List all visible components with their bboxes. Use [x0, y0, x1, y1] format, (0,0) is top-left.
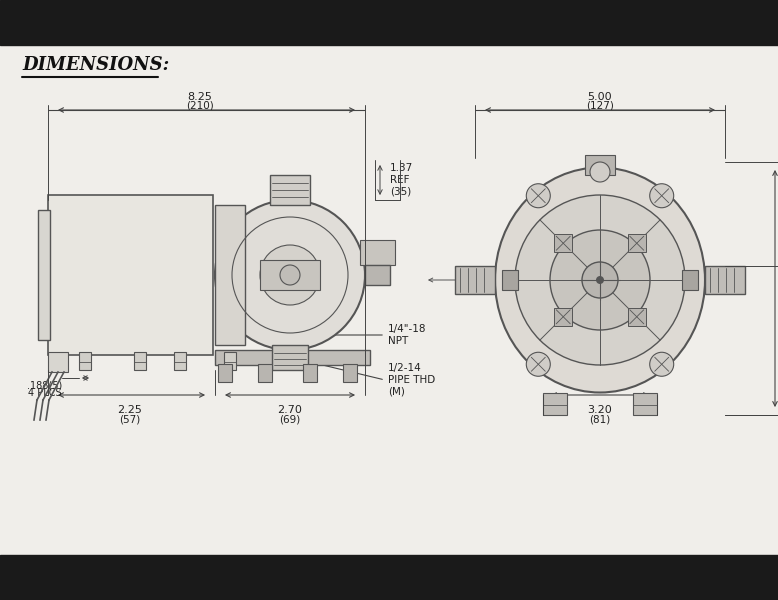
Bar — [79, 352, 91, 370]
Bar — [633, 393, 657, 415]
Bar — [365, 265, 390, 285]
Text: (81): (81) — [590, 415, 611, 425]
Bar — [270, 175, 310, 205]
Circle shape — [550, 230, 650, 330]
Bar — [0, 0, 778, 45]
Bar — [543, 393, 567, 415]
Bar — [0, 555, 778, 600]
Text: 1/2-14
PIPE THD
(M): 1/2-14 PIPE THD (M) — [388, 364, 435, 397]
Circle shape — [650, 184, 674, 208]
Bar — [682, 270, 698, 290]
Bar — [215, 350, 370, 365]
Text: 2.25: 2.25 — [117, 405, 142, 415]
Text: DIMENSIONS:: DIMENSIONS: — [22, 56, 170, 74]
Bar — [360, 240, 395, 265]
Text: (210): (210) — [186, 100, 214, 110]
Circle shape — [650, 352, 674, 376]
Bar — [272, 345, 308, 370]
Bar — [343, 364, 357, 382]
Circle shape — [215, 200, 365, 350]
Bar — [554, 308, 573, 326]
Bar — [502, 270, 518, 290]
Bar — [224, 352, 236, 370]
Text: 8.25: 8.25 — [187, 92, 212, 102]
Text: (69): (69) — [279, 415, 300, 425]
Circle shape — [526, 184, 550, 208]
Circle shape — [260, 245, 320, 305]
Bar — [258, 364, 272, 382]
Bar — [585, 155, 615, 175]
Bar — [218, 364, 232, 382]
Circle shape — [590, 162, 610, 182]
Text: 3.20: 3.20 — [587, 405, 612, 415]
Bar — [38, 210, 50, 340]
Text: 1/4"-18
NPT: 1/4"-18 NPT — [388, 324, 426, 346]
Bar — [215, 205, 245, 345]
Bar — [455, 266, 495, 294]
Text: 1.37
REF
(35): 1.37 REF (35) — [390, 163, 413, 197]
Bar — [705, 266, 745, 294]
Circle shape — [526, 352, 550, 376]
Text: .188(5): .188(5) — [26, 381, 62, 391]
Bar — [134, 352, 146, 370]
Text: (57): (57) — [119, 415, 141, 425]
Bar — [628, 234, 646, 252]
Bar — [260, 260, 320, 290]
Bar — [174, 352, 186, 370]
Bar — [48, 352, 68, 372]
Circle shape — [596, 276, 604, 284]
Circle shape — [280, 265, 300, 285]
Bar — [48, 195, 213, 355]
Circle shape — [515, 195, 685, 365]
Ellipse shape — [495, 167, 705, 392]
Text: (127): (127) — [586, 100, 614, 110]
Circle shape — [582, 262, 618, 298]
Text: 4 PLCS: 4 PLCS — [28, 388, 62, 398]
Text: 5.00: 5.00 — [587, 92, 612, 102]
Bar — [0, 45, 778, 555]
Bar — [628, 308, 646, 326]
Text: 2.70: 2.70 — [278, 405, 303, 415]
Bar — [554, 234, 573, 252]
Bar — [303, 364, 317, 382]
